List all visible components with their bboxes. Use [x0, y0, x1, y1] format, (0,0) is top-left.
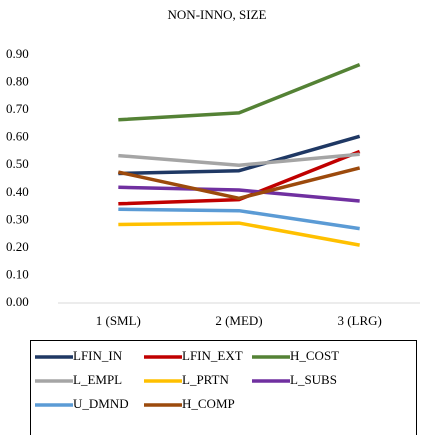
series-line: [118, 63, 361, 122]
x-tick-label: 2 (MED): [215, 313, 262, 328]
y-tick-label: 0.40: [6, 184, 29, 199]
y-tick-label: 0.10: [6, 266, 29, 281]
series-line: [118, 207, 360, 231]
y-tick-label: 0.60: [6, 129, 29, 144]
y-tick-label: 0.00: [6, 294, 29, 309]
y-tick-label: 0.50: [6, 156, 29, 171]
series-line: [117, 166, 361, 201]
series-line: [118, 152, 360, 167]
y-tick-label: 0.80: [6, 74, 29, 89]
legend-label: H_COMP: [182, 396, 235, 411]
legend-label: H_COST: [290, 348, 339, 363]
y-tick-label: 0.20: [6, 239, 29, 254]
series-line: [118, 185, 360, 203]
legend-label: L_SUBS: [290, 372, 337, 387]
legend-label: L_PRTN: [182, 372, 230, 387]
legend-label: LFIN_EXT: [182, 348, 243, 363]
y-tick-label: 0.90: [6, 46, 29, 61]
legend-label: LFIN_IN: [73, 348, 123, 363]
y-tick-label: 0.70: [6, 101, 29, 116]
legend-label: L_EMPL: [73, 372, 122, 387]
series-line: [118, 134, 361, 176]
legend-box: [30, 340, 417, 435]
series-line: [118, 221, 360, 247]
x-tick-label: 3 (LRG): [337, 313, 381, 328]
chart-title: NON-INNO, SIZE: [168, 7, 267, 22]
y-tick-label: 0.30: [6, 211, 29, 226]
x-tick-label: 1 (SML): [96, 313, 141, 328]
legend-label: U_DMND: [73, 396, 129, 411]
